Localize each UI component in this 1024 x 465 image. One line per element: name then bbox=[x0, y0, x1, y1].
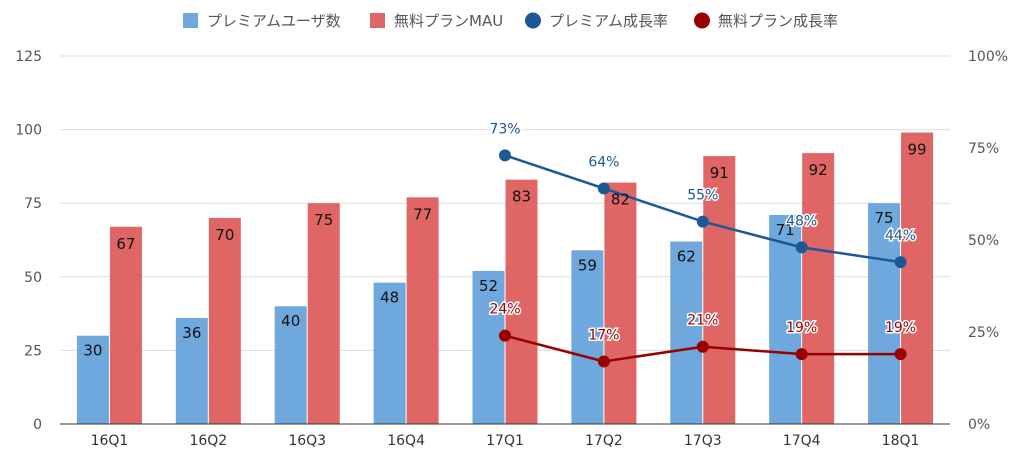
legend-label: 無料プランMAU bbox=[394, 12, 503, 30]
rate-value-label: 17% bbox=[588, 327, 619, 343]
bar-value-label: 59 bbox=[578, 256, 597, 274]
y-tick-label-left: 25 bbox=[24, 343, 42, 359]
bar-value-label: 52 bbox=[479, 277, 498, 295]
bars bbox=[76, 132, 934, 425]
bar-value-label: 70 bbox=[215, 226, 234, 244]
x-tick-label: 17Q2 bbox=[585, 433, 623, 449]
bar-value-label: 91 bbox=[710, 164, 729, 182]
x-tick-label: 16Q2 bbox=[189, 433, 227, 449]
rate-value-label: 21% bbox=[687, 313, 718, 329]
data-labels: 30 36 40 48 52 59 62 71 75 67 70 75 77 83 82 91 92 99 73% 6… bbox=[83, 120, 927, 360]
bar bbox=[703, 156, 736, 424]
y-tick-label-left: 0 bbox=[33, 417, 42, 433]
bar-value-label: 71 bbox=[776, 221, 795, 239]
bar bbox=[406, 197, 439, 424]
bar bbox=[901, 132, 934, 424]
series-line bbox=[504, 154, 901, 264]
x-tick-label: 17Q4 bbox=[783, 433, 821, 449]
bar-value-label: 83 bbox=[512, 188, 531, 206]
series-point bbox=[894, 348, 907, 361]
x-tick-label: 16Q4 bbox=[387, 433, 425, 449]
bar-value-label: 99 bbox=[908, 141, 927, 159]
y-tick-label-right: 75% bbox=[968, 141, 999, 157]
bar bbox=[373, 282, 406, 424]
bar bbox=[109, 226, 142, 424]
y-tick-label-left: 125 bbox=[15, 49, 42, 65]
rate-value-label: 19% bbox=[786, 320, 817, 336]
bar bbox=[307, 203, 340, 424]
bar-value-label: 30 bbox=[83, 342, 102, 360]
series-point bbox=[499, 149, 511, 162]
x-tick-label: 18Q1 bbox=[882, 433, 920, 449]
y-tick-label-left: 100 bbox=[15, 123, 42, 139]
bar bbox=[571, 250, 604, 424]
x-tick-label: 17Q3 bbox=[684, 433, 722, 449]
bar-value-label: 62 bbox=[677, 247, 696, 265]
axes: 0 25 50 75 100 125 0% 25% 50% 75% 100% 16Q1 16Q2 16Q3… bbox=[15, 49, 1008, 449]
y-tick-label-left: 50 bbox=[24, 270, 42, 286]
rate-value-label: 24% bbox=[489, 302, 520, 318]
series-point bbox=[597, 355, 610, 368]
rate-value-label: 73% bbox=[489, 121, 520, 137]
series-point bbox=[795, 241, 808, 254]
x-tick-label: 16Q1 bbox=[91, 433, 129, 449]
x-tick-label: 17Q1 bbox=[486, 433, 524, 449]
y-tick-label-right: 100% bbox=[968, 49, 1008, 65]
series-point bbox=[597, 182, 610, 195]
y-tick-label-right: 0% bbox=[968, 417, 990, 433]
bar bbox=[604, 182, 637, 424]
bar bbox=[175, 318, 208, 424]
bar bbox=[505, 179, 538, 424]
rate-value-label: 19% bbox=[885, 320, 916, 336]
bar-value-label: 92 bbox=[809, 161, 828, 179]
bar-value-label: 75 bbox=[875, 209, 894, 227]
legend-swatch bbox=[370, 13, 385, 28]
bar-value-label: 82 bbox=[611, 191, 630, 209]
y-tick-label-right: 50% bbox=[968, 233, 999, 249]
rate-value-label: 64% bbox=[588, 154, 619, 170]
bar bbox=[76, 335, 109, 424]
legend-label: プレミアムユーザ数 bbox=[207, 12, 341, 30]
series-point bbox=[696, 215, 709, 228]
legend-label: プレミアム成長率 bbox=[549, 12, 668, 30]
bar-value-label: 77 bbox=[413, 205, 432, 223]
bar bbox=[769, 214, 802, 424]
legend-label: 無料プラン成長率 bbox=[718, 12, 838, 30]
bar bbox=[274, 306, 307, 424]
rate-value-label: 48% bbox=[786, 213, 817, 229]
bar bbox=[208, 217, 241, 424]
rate-value-label: 44% bbox=[885, 228, 916, 244]
series-point bbox=[795, 348, 808, 361]
y-tick-label-left: 75 bbox=[24, 196, 42, 212]
x-tick-label: 16Q3 bbox=[288, 433, 326, 449]
bar-value-label: 36 bbox=[182, 324, 201, 342]
y-tick-label-right: 25% bbox=[968, 325, 999, 341]
bar bbox=[802, 153, 835, 425]
bar bbox=[670, 241, 703, 424]
bar bbox=[472, 270, 505, 424]
bar-value-label: 75 bbox=[314, 211, 333, 229]
legend-swatch bbox=[525, 12, 541, 29]
legend: プレミアムユーザ数 無料プランMAU プレミアム成長率 無料プラン成長率 bbox=[183, 12, 838, 30]
series-point bbox=[696, 340, 709, 353]
bar-value-label: 67 bbox=[116, 235, 135, 253]
legend-swatch bbox=[183, 13, 198, 28]
rate-lines bbox=[499, 149, 907, 368]
bar-value-label: 48 bbox=[380, 289, 399, 307]
legend-swatch bbox=[694, 12, 710, 29]
series-point bbox=[894, 256, 907, 269]
rate-value-label: 55% bbox=[687, 188, 718, 204]
series-point bbox=[499, 329, 511, 342]
bar bbox=[868, 203, 901, 424]
bar-value-label: 40 bbox=[281, 312, 300, 330]
